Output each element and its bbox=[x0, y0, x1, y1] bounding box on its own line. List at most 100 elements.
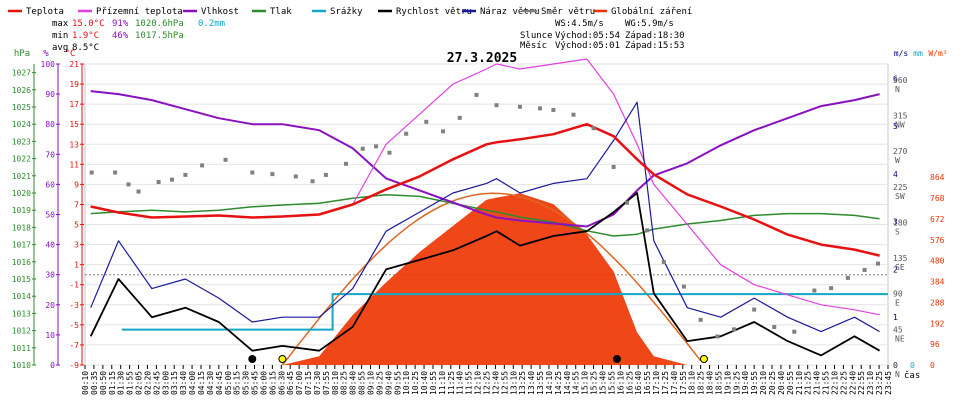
tick-label-left: 60 bbox=[45, 180, 55, 189]
tick-label-left: 1027 bbox=[12, 69, 31, 78]
wind-dir-point bbox=[845, 275, 850, 280]
x-tick-label: 20:40 bbox=[777, 371, 786, 395]
tick-label-right: 45 bbox=[893, 325, 903, 334]
tick-label-right-dir: SW bbox=[895, 192, 905, 201]
x-tick-label: 14:55 bbox=[572, 371, 581, 395]
x-tick-label: 09:25 bbox=[375, 371, 384, 395]
x-tick-label: 09:40 bbox=[384, 371, 393, 395]
wind-dir-point bbox=[200, 163, 205, 168]
x-tick-label: 11:10 bbox=[438, 371, 447, 395]
tick-label-left: 5 bbox=[74, 221, 79, 230]
wind-dir-point bbox=[681, 284, 686, 289]
x-tick-label: 15:40 bbox=[598, 371, 607, 395]
x-tick-label: 12:55 bbox=[500, 371, 509, 395]
wind-dir-point bbox=[538, 106, 543, 111]
x-tick-label: 21:55 bbox=[822, 371, 831, 395]
x-tick-label: 20:55 bbox=[786, 371, 795, 395]
tick-label-left: 0 bbox=[50, 361, 55, 370]
tick-label-right: 480 bbox=[930, 257, 945, 266]
wind-dir-point bbox=[551, 107, 556, 112]
wind-dir-point bbox=[126, 182, 131, 187]
tick-label-left: 70 bbox=[45, 150, 55, 159]
tick-label-left: 1012 bbox=[12, 327, 31, 336]
tick-label-left: 7 bbox=[74, 200, 79, 209]
wind-dir-point bbox=[113, 170, 118, 175]
tick-label-left: -9 bbox=[69, 361, 79, 370]
wind-dir-point bbox=[169, 177, 174, 182]
x-tick-label: 12:25 bbox=[483, 371, 492, 395]
tick-label-right-dir: N bbox=[895, 85, 900, 94]
x-tick-label: 18:10 bbox=[688, 371, 697, 395]
tick-label-right-dir: S bbox=[895, 227, 900, 236]
x-tick-label: 17:10 bbox=[652, 371, 661, 395]
tick-label-left: 1025 bbox=[12, 103, 31, 112]
tick-label-right: 384 bbox=[930, 278, 945, 287]
x-tick-label: 05:15 bbox=[233, 371, 242, 395]
tick-label-right: 768 bbox=[930, 194, 945, 203]
tick-label-right: 6 bbox=[893, 74, 898, 83]
x-tick-label: 05:00 bbox=[224, 371, 233, 395]
marker-moonrise bbox=[248, 355, 257, 363]
x-tick-label: 21:25 bbox=[804, 371, 813, 395]
x-tick-label: 09:10 bbox=[367, 371, 376, 395]
legend-label: Přízemní teplota bbox=[96, 7, 183, 17]
x-tick-label: 13:55 bbox=[536, 371, 545, 395]
axis-name-right-2: W/m² bbox=[928, 49, 947, 58]
tick-label-left: 40 bbox=[45, 241, 55, 250]
x-tick-label: 07:30 bbox=[313, 371, 322, 395]
x-tick-label: 20:25 bbox=[768, 371, 777, 395]
tick-label-left: 1010 bbox=[12, 361, 31, 370]
tick-label-right-dir: NE bbox=[895, 334, 905, 343]
x-tick-label: 07:15 bbox=[304, 371, 313, 395]
stats-sun-label: Slunce bbox=[520, 31, 553, 41]
tick-label-left: 1022 bbox=[12, 155, 31, 164]
x-tick-label: 17:55 bbox=[679, 371, 688, 395]
x-tick-label: 06:30 bbox=[277, 371, 286, 395]
x-tick-label: 01:15 bbox=[108, 371, 117, 395]
series-pressure bbox=[90, 193, 880, 237]
wind-dir-point bbox=[812, 288, 817, 293]
tick-label-left: 19 bbox=[69, 80, 79, 89]
x-tick-label: 10:25 bbox=[411, 371, 420, 395]
x-tick-label: 03:15 bbox=[170, 371, 179, 395]
x-tick-label: 23:10 bbox=[866, 371, 875, 395]
wind-dir-point bbox=[404, 131, 409, 136]
stats-wind-gust: WG:5.9m/s bbox=[625, 19, 674, 29]
x-tick-label: 15:10 bbox=[581, 371, 590, 395]
x-tick-label: 04:30 bbox=[206, 371, 215, 395]
wind-dir-point bbox=[772, 324, 777, 329]
clear-sky-curve bbox=[281, 192, 702, 366]
tick-label-left: 15 bbox=[69, 120, 79, 129]
x-tick-label: 19:55 bbox=[750, 371, 759, 395]
axis-name-right-1: mm bbox=[913, 49, 923, 58]
stats-moon-rise: Východ:05:01 bbox=[555, 41, 620, 51]
x-tick-label: 04:00 bbox=[188, 371, 197, 395]
x-tick-label: 19:25 bbox=[732, 371, 741, 395]
legend-label: Vlhkost bbox=[201, 7, 239, 17]
legend-label: Globální záření bbox=[611, 7, 692, 17]
x-tick-label: 16:40 bbox=[634, 371, 643, 395]
wind-dir-point bbox=[792, 329, 797, 334]
tick-label-left: -5 bbox=[69, 321, 79, 330]
radiation-area bbox=[90, 192, 880, 366]
marker-sunrise bbox=[278, 355, 287, 363]
tick-label-right: 315 bbox=[893, 111, 908, 120]
tick-label-left: 1 bbox=[74, 261, 79, 270]
x-tick-label: 01:55 bbox=[126, 371, 135, 395]
tick-label-left: 9 bbox=[74, 180, 79, 189]
tick-label-left: 100 bbox=[41, 60, 56, 69]
tick-label-left: 11 bbox=[69, 160, 79, 169]
x-tick-label: 23:25 bbox=[875, 371, 884, 395]
x-tick-label: 18:40 bbox=[706, 371, 715, 395]
wind-dir-point bbox=[360, 146, 365, 151]
x-tick-label: 00:50 bbox=[99, 371, 108, 395]
tick-label-right-dir: E bbox=[895, 299, 900, 308]
wind-dir-point bbox=[387, 150, 392, 155]
stats-max-temp: 15.0°C bbox=[72, 19, 105, 29]
wind-dir-point bbox=[571, 112, 576, 117]
x-tick-label: 21:10 bbox=[795, 371, 804, 395]
x-axis-label: čas bbox=[904, 370, 920, 381]
series-wind-gust bbox=[90, 101, 880, 333]
legend: Teplota Přízemní teplota Vlhkost Tlak Srážky… bbox=[8, 7, 692, 17]
